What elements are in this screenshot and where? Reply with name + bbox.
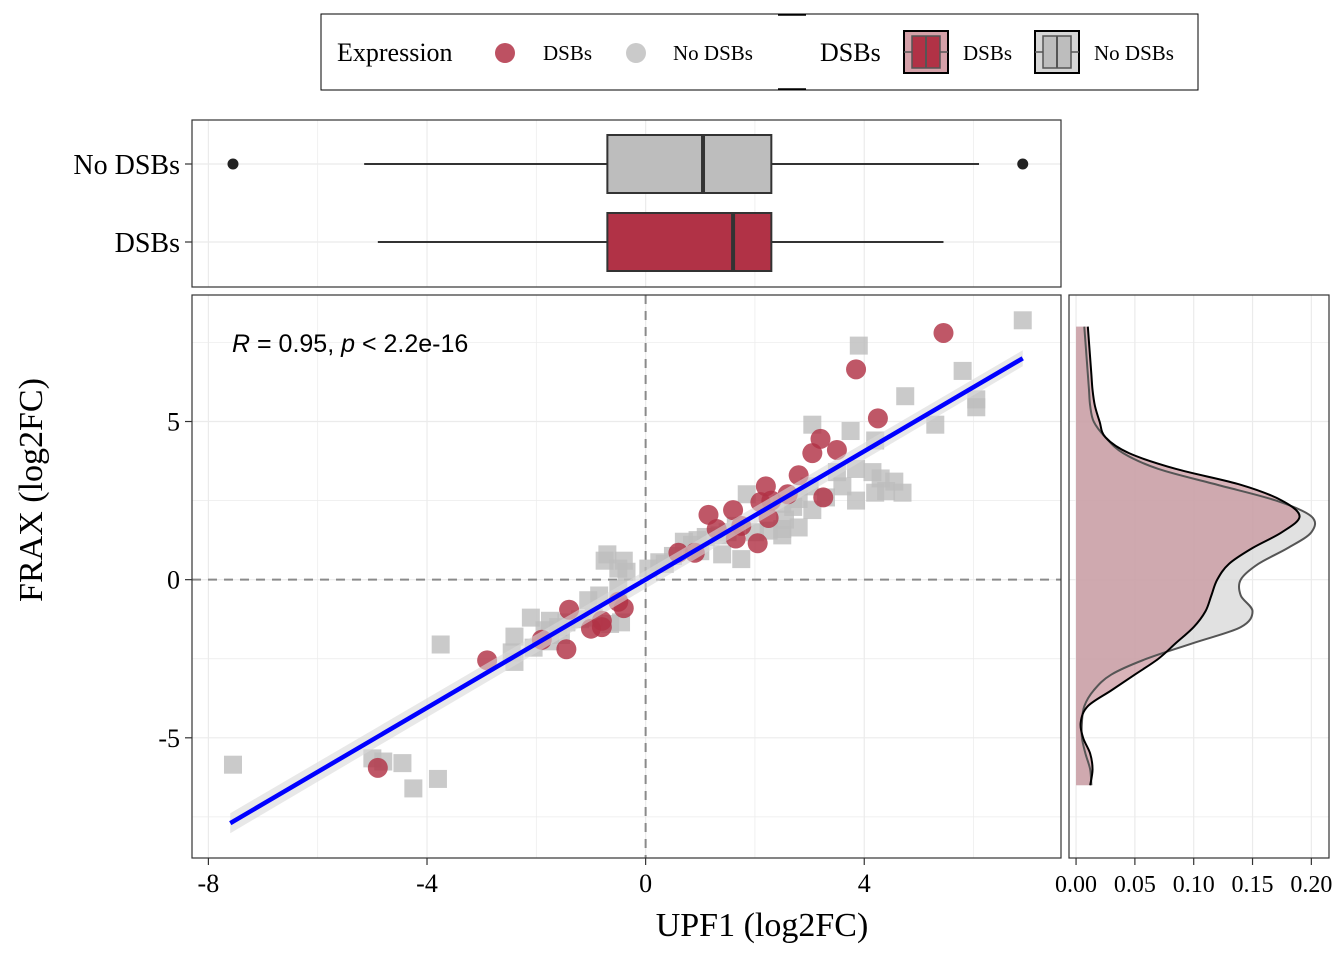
legend-box-dsbs-label: DSBs <box>963 41 1012 65</box>
nodsbs-point <box>833 477 852 496</box>
nodsbs-point <box>393 754 412 773</box>
legend-expression-title: Expression <box>337 38 453 67</box>
dsbs-point <box>723 500 744 521</box>
y-tick-label: -5 <box>158 724 180 753</box>
nodsbs-point <box>953 361 972 380</box>
nodsbs-point <box>404 779 423 798</box>
density-axes: 0.00 0.05 0.10 0.15 0.20 <box>1055 858 1332 898</box>
legend-nodsbs-circle-key <box>626 43 646 63</box>
density-tick-label: 0.10 <box>1173 872 1215 898</box>
legend-box-title: DSBs <box>820 38 881 67</box>
nodsbs-point <box>893 483 912 502</box>
boxplot-panel: No DSBs DSBs <box>73 119 1062 288</box>
density-panel: 0.00 0.05 0.10 0.15 0.20 <box>1055 294 1332 898</box>
density-panel-border <box>1068 294 1330 859</box>
boxplot-marks <box>227 134 1029 272</box>
nodsbs-point <box>223 755 242 774</box>
boxplot-category-label: DSBs <box>115 228 180 259</box>
dsbs-point <box>826 439 847 460</box>
nodsbs-point <box>896 387 915 406</box>
nodsbs-point <box>428 769 447 788</box>
density-curve-dsbs <box>1079 326 1301 786</box>
x-tick-label: -8 <box>198 869 220 898</box>
dsbs-point <box>747 533 768 554</box>
nodsbs-point <box>732 550 751 569</box>
x-tick-label: 0 <box>639 869 652 898</box>
legend-box-nodsbs-label: No DSBs <box>1094 41 1174 65</box>
nodsbs-point <box>1013 311 1032 330</box>
nodsbs-point <box>614 551 633 570</box>
legend: Expression DSBs No DSBs DSBs DSBs No DSB… <box>320 13 1199 91</box>
annotation-p-value: < 2.2e-16 <box>355 330 468 358</box>
density-tick-label: 0.00 <box>1055 872 1097 898</box>
dsbs-point <box>933 322 954 343</box>
nodsbs-point <box>803 415 822 434</box>
density-area-dsbs <box>1076 326 1300 786</box>
nodsbs-point <box>713 545 732 564</box>
legend-nodsbs-label: No DSBs <box>673 41 753 65</box>
boxplot-category-labels: No DSBs DSBs <box>73 150 192 259</box>
dsbs-point <box>813 487 834 508</box>
y-tick-label: 5 <box>167 408 180 437</box>
y-axis-title: FRAX (log2FC) <box>13 378 50 602</box>
boxplot-outlier <box>227 158 239 170</box>
boxplot-panel-border <box>191 119 1062 288</box>
nodsbs-point <box>773 526 792 545</box>
boxplot-box <box>606 212 773 272</box>
dsbs-point <box>367 757 388 778</box>
nodsbs-point <box>505 627 524 646</box>
nodsbs-point <box>521 608 540 627</box>
nodsbs-point <box>841 422 860 441</box>
scatter-panel-border <box>191 294 1062 859</box>
legend-nodsbs-box-key <box>1034 30 1080 74</box>
legend-dsbs-box-key <box>903 30 949 74</box>
dsbs-point <box>802 443 823 464</box>
nodsbs-point <box>849 336 868 355</box>
density-tick-label: 0.15 <box>1232 872 1274 898</box>
annotation-r-value: = 0.95, <box>250 330 341 358</box>
scatter-axes: -8 -4 0 4 -5 0 5 <box>158 408 870 898</box>
nodsbs-point <box>803 501 822 520</box>
nodsbs-point <box>847 491 866 510</box>
annotation-p-symbol: p <box>340 330 355 358</box>
x-tick-label: 4 <box>858 869 871 898</box>
boxplot-outlier <box>1017 158 1029 170</box>
x-tick-label: -4 <box>416 869 438 898</box>
density-tick-label: 0.20 <box>1290 872 1332 898</box>
x-axis-title: UPF1 (log2FC) <box>656 907 869 944</box>
y-tick-label: 0 <box>167 566 180 595</box>
nodsbs-point <box>789 518 808 537</box>
nodsbs-point <box>967 398 986 417</box>
density-tick-label: 0.05 <box>1114 872 1156 898</box>
boxplot-box <box>606 134 773 194</box>
density-curve-nodsbs <box>1080 326 1317 786</box>
legend-dsbs-circle-key <box>495 43 515 63</box>
regression-line <box>229 356 1024 826</box>
nodsbs-point <box>431 635 450 654</box>
annotation-r-symbol: R <box>232 330 250 358</box>
dsbs-point <box>867 408 888 429</box>
nodsbs-point <box>598 545 617 564</box>
density-curves <box>1076 326 1317 786</box>
dsbs-point <box>556 639 577 660</box>
dsbs-point <box>846 359 867 380</box>
nodsbs-point <box>877 482 896 501</box>
boxplot-category-label: No DSBs <box>73 150 180 181</box>
legend-dsbs-label: DSBs <box>543 41 592 65</box>
correlation-annotation: R = 0.95, p < 2.2e-16 <box>232 330 468 358</box>
dsbs-point <box>591 617 612 638</box>
scatter-fit <box>229 350 1024 834</box>
scatter-panel: -8 -4 0 4 -5 0 5 R = 0.95, p < 2.2e-16 UPF1 (l… <box>13 294 1062 944</box>
